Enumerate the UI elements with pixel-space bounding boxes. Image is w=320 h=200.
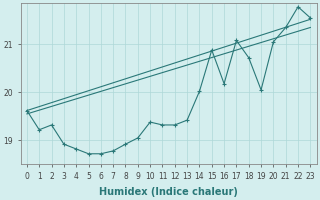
X-axis label: Humidex (Indice chaleur): Humidex (Indice chaleur) [99, 187, 238, 197]
